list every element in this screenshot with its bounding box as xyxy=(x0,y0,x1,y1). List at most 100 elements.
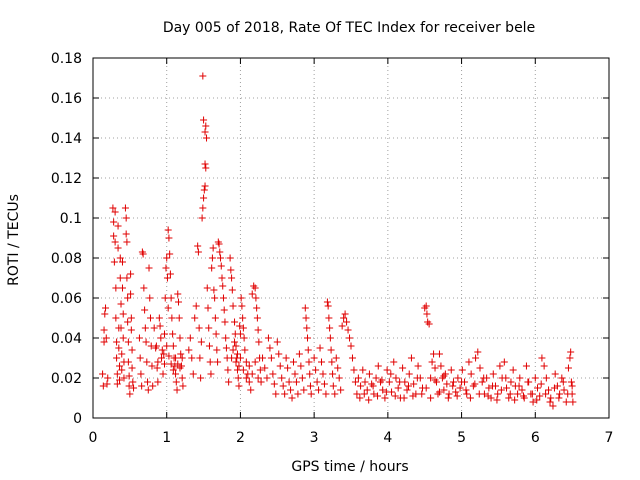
data-point xyxy=(564,390,572,398)
data-point xyxy=(186,334,194,342)
data-point xyxy=(301,304,309,312)
y-tick-label: 0 xyxy=(73,411,82,427)
x-tick-label: 1 xyxy=(162,430,171,446)
data-point xyxy=(216,248,224,256)
data-point xyxy=(344,326,352,334)
data-point xyxy=(322,390,330,398)
data-point xyxy=(519,392,527,400)
data-point xyxy=(113,370,121,378)
data-point xyxy=(169,342,177,350)
data-point xyxy=(478,378,486,386)
data-point xyxy=(118,366,126,374)
data-point xyxy=(203,134,211,142)
data-point xyxy=(350,366,358,374)
data-point xyxy=(172,370,180,378)
data-point xyxy=(117,324,125,332)
data-point xyxy=(123,238,131,246)
data-point xyxy=(100,326,108,334)
data-point xyxy=(390,358,398,366)
data-point xyxy=(142,338,150,346)
data-point xyxy=(138,382,146,390)
data-point xyxy=(556,390,564,398)
data-point xyxy=(475,390,483,398)
data-point xyxy=(209,244,217,252)
data-point xyxy=(266,344,274,352)
data-point xyxy=(188,354,196,362)
data-point xyxy=(251,284,259,292)
data-point xyxy=(516,374,524,382)
data-point xyxy=(569,398,577,406)
data-point xyxy=(466,394,474,402)
data-point xyxy=(203,284,211,292)
data-point xyxy=(197,338,205,346)
data-point xyxy=(125,372,133,380)
data-point xyxy=(463,390,471,398)
data-point xyxy=(125,382,133,390)
data-point xyxy=(152,342,160,350)
data-point xyxy=(374,392,382,400)
data-point xyxy=(149,382,157,390)
data-point xyxy=(503,384,511,392)
data-point xyxy=(305,358,313,366)
data-point xyxy=(489,370,497,378)
data-point xyxy=(279,382,287,390)
data-point xyxy=(354,374,362,382)
data-point xyxy=(111,238,119,246)
data-point xyxy=(396,378,404,386)
data-point xyxy=(215,240,223,248)
data-point xyxy=(124,338,132,346)
data-point xyxy=(467,370,475,378)
data-point xyxy=(195,324,203,332)
data-point xyxy=(257,378,265,386)
data-point xyxy=(489,382,497,390)
data-point xyxy=(251,358,259,366)
data-point xyxy=(178,354,186,362)
data-point xyxy=(549,402,557,410)
data-point xyxy=(370,390,378,398)
data-point xyxy=(111,208,119,216)
data-point xyxy=(472,354,480,362)
data-point xyxy=(202,164,210,172)
data-point xyxy=(211,294,219,302)
data-point xyxy=(129,378,137,386)
data-point xyxy=(320,380,328,388)
data-point xyxy=(103,380,111,388)
data-point xyxy=(338,322,346,330)
data-point xyxy=(394,384,402,392)
data-point xyxy=(422,302,430,310)
data-point xyxy=(122,230,130,238)
data-point xyxy=(119,334,127,342)
data-point xyxy=(346,334,354,342)
data-point xyxy=(359,366,367,374)
data-point xyxy=(522,362,530,370)
data-point xyxy=(116,254,124,262)
x-tick-label: 4 xyxy=(383,430,392,446)
data-point xyxy=(153,364,161,372)
data-point xyxy=(348,354,356,362)
data-point xyxy=(150,324,158,332)
data-point xyxy=(160,350,168,358)
data-point xyxy=(174,290,182,298)
y-tick-label: 0.18 xyxy=(51,51,82,67)
data-point xyxy=(224,366,232,374)
data-point xyxy=(454,374,462,382)
data-point xyxy=(430,350,438,358)
data-point xyxy=(239,366,247,374)
data-point xyxy=(169,366,177,374)
data-point xyxy=(239,314,247,322)
data-point xyxy=(353,390,361,398)
data-point xyxy=(172,378,180,386)
data-point xyxy=(312,366,320,374)
data-point xyxy=(270,380,278,388)
data-point xyxy=(217,254,225,262)
data-point xyxy=(318,358,326,366)
data-point xyxy=(127,270,135,278)
x-tick-label: 3 xyxy=(310,430,319,446)
data-point xyxy=(363,386,371,394)
data-point xyxy=(112,314,120,322)
data-point xyxy=(158,346,166,354)
data-point xyxy=(239,324,247,332)
data-point xyxy=(231,338,239,346)
data-point xyxy=(116,362,124,370)
data-point xyxy=(458,378,466,386)
